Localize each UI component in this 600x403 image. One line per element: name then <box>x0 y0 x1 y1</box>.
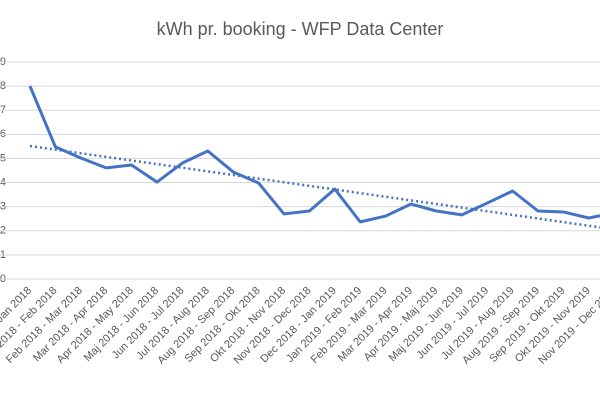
chart-title: kWh pr. booking - WFP Data Center <box>157 19 444 39</box>
trendline <box>29 144 600 229</box>
data-line <box>28 85 600 224</box>
